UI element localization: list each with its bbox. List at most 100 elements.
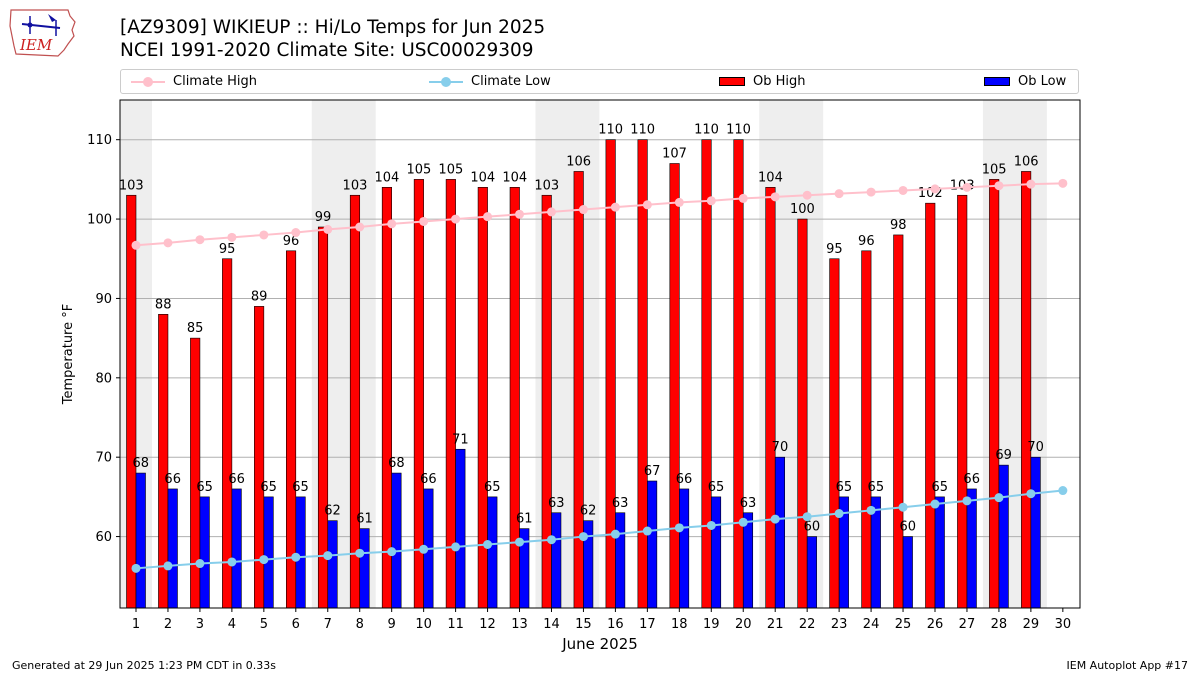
point-climate-low: [259, 555, 269, 565]
bar-ob-low: [455, 448, 466, 609]
point-climate-high: [802, 190, 812, 200]
bar-ob-low: [774, 456, 786, 609]
point-climate-high: [738, 193, 748, 203]
data-label-ob-low: 63: [612, 496, 629, 511]
bar-ob-low: [647, 480, 658, 609]
bar-ob-high: [541, 194, 552, 609]
point-climate-low: [355, 548, 365, 558]
point-climate-high: [1058, 178, 1068, 188]
x-tick-label: 25: [895, 617, 912, 632]
data-label-ob-high: 110: [726, 123, 751, 138]
point-climate-low: [1058, 486, 1068, 496]
x-tick-label: 23: [831, 617, 848, 632]
data-label-ob-high: 103: [534, 178, 559, 193]
bar-ob-high: [765, 187, 776, 609]
point-climate-high: [163, 238, 173, 248]
x-tick-label: 7: [324, 617, 332, 632]
data-label-ob-low: 60: [900, 520, 917, 535]
point-climate-high: [930, 184, 940, 194]
x-tick-label: 2: [164, 617, 172, 632]
point-climate-low: [770, 514, 780, 524]
data-label-ob-high: 110: [694, 123, 719, 138]
data-label-ob-high: 95: [826, 242, 843, 257]
point-climate-low: [546, 535, 556, 545]
legend-swatch-ob-high: [719, 77, 745, 86]
bar-ob-low: [199, 496, 210, 609]
data-label-ob-low: 61: [356, 512, 373, 527]
point-climate-high: [642, 200, 652, 210]
x-tick-label: 24: [863, 617, 880, 632]
x-tick-label: 29: [1023, 617, 1040, 632]
point-climate-low: [195, 559, 205, 569]
legend-swatch-climate-low: [429, 76, 463, 87]
point-climate-low: [1026, 489, 1036, 499]
x-tick-label: 6: [292, 617, 300, 632]
y-tick-label: 80: [95, 371, 112, 386]
data-label-ob-low: 62: [580, 504, 597, 519]
data-label-ob-high: 110: [630, 123, 655, 138]
bar-ob-low: [295, 496, 306, 609]
point-climate-high: [291, 228, 301, 238]
point-climate-low: [578, 532, 588, 542]
bar-ob-high: [222, 258, 233, 609]
y-tick-label: 70: [95, 451, 112, 466]
bar-ob-high: [925, 202, 936, 609]
line-climate-high: [135, 182, 1063, 247]
x-tick-label: 27: [959, 617, 976, 632]
x-tick-label: 14: [543, 617, 560, 632]
x-tick-label: 1: [132, 617, 140, 632]
point-climate-low: [642, 526, 652, 536]
data-label-ob-low: 70: [772, 440, 789, 455]
data-label-ob-low: 60: [804, 520, 821, 535]
point-climate-high: [962, 182, 972, 192]
data-label-ob-high: 104: [470, 170, 495, 185]
data-label-ob-low: 65: [931, 480, 948, 495]
chart-legend: Climate High Climate Low Ob High Ob Low: [120, 69, 1079, 94]
x-tick-label: 10: [415, 617, 432, 632]
footer-app-label: IEM Autoplot App #17: [1066, 659, 1189, 672]
y-axis-label: Temperature °F: [61, 304, 76, 405]
data-label-ob-low: 70: [1027, 440, 1044, 455]
bar-ob-low: [231, 488, 242, 609]
bar-ob-high: [637, 139, 648, 609]
point-climate-high: [866, 187, 876, 197]
bar-ob-high: [126, 194, 137, 609]
data-label-ob-high: 105: [438, 162, 463, 177]
x-tick-label: 22: [799, 617, 816, 632]
bar-ob-high: [669, 163, 680, 609]
x-tick-label: 9: [388, 617, 396, 632]
point-climate-high: [323, 224, 333, 234]
bar-ob-low: [167, 488, 178, 609]
data-label-ob-low: 66: [963, 472, 980, 487]
data-label-ob-low: 69: [995, 448, 1012, 463]
legend-label: Ob Low: [1018, 74, 1067, 89]
point-climate-low: [834, 509, 844, 519]
x-tick-label: 26: [927, 617, 944, 632]
point-climate-high: [451, 214, 461, 224]
x-axis-label: June 2025: [561, 635, 638, 653]
x-tick-label: 11: [447, 617, 464, 632]
point-climate-high: [355, 222, 365, 232]
point-climate-high: [578, 205, 588, 215]
x-tick-label: 15: [575, 617, 592, 632]
data-label-ob-low: 66: [228, 472, 245, 487]
data-label-ob-low: 65: [868, 480, 885, 495]
data-label-ob-high: 106: [1014, 154, 1039, 169]
data-label-ob-low: 66: [676, 472, 693, 487]
point-climate-high: [674, 197, 684, 207]
x-tick-label: 3: [196, 617, 204, 632]
legend-label: Climate Low: [471, 74, 551, 89]
data-label-ob-high: 103: [343, 178, 368, 193]
chart-title: [AZ9309] WIKIEUP :: Hi/Lo Temps for Jun …: [120, 17, 546, 38]
point-climate-low: [930, 499, 940, 509]
data-label-ob-high: 98: [890, 218, 907, 233]
point-climate-high: [994, 181, 1004, 191]
data-label-ob-high: 104: [375, 170, 400, 185]
data-label-ob-high: 99: [315, 210, 332, 225]
point-climate-high: [483, 212, 493, 222]
x-tick-label: 28: [991, 617, 1008, 632]
bar-ob-low: [615, 512, 626, 609]
point-climate-low: [227, 557, 237, 567]
data-label-ob-low: 65: [484, 480, 501, 495]
